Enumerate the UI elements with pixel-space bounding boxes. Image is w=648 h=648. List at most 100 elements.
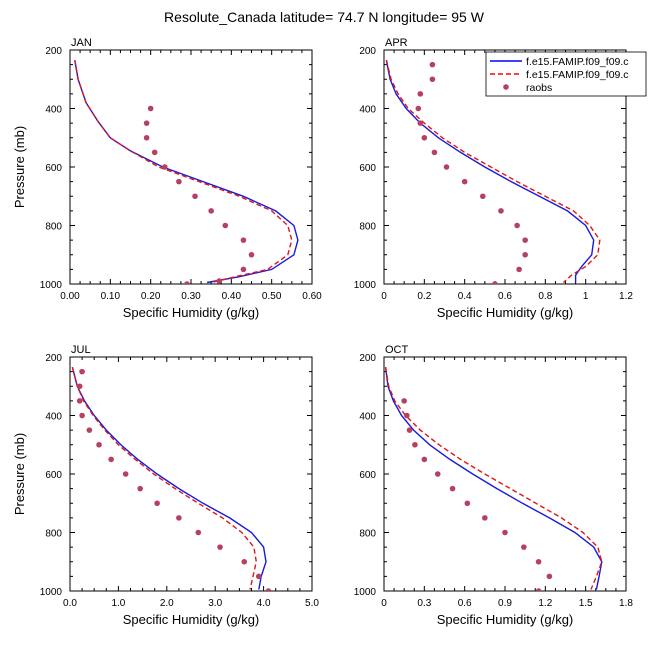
x-tick-label-jul: 5.0 xyxy=(305,598,319,609)
y-tick-label-jul: 400 xyxy=(45,412,62,423)
model-solid-line-apr xyxy=(385,60,595,283)
raobs-point-oct xyxy=(421,456,428,463)
y-axis-label-jan: Pressure (mb) xyxy=(12,126,27,208)
x-tick-label-apr: 0.8 xyxy=(538,291,552,302)
x-axis-label-apr: Specific Humidity (g/kg) xyxy=(437,305,574,320)
panel-title-jul: JUL xyxy=(71,344,91,356)
model-solid-line-oct xyxy=(384,367,603,590)
y-tick-label-jan: 1000 xyxy=(40,280,63,291)
raobs-point-oct xyxy=(434,471,441,477)
x-tick-label-oct: 1.5 xyxy=(579,598,593,609)
panel-jan: 0.00 0.10 0.20 0.30 0.40 0.50 0.60 200 400 600 800… xyxy=(12,37,322,320)
x-tick-label-jan: 0.20 xyxy=(141,291,161,302)
x-tick-label-jul: 1.0 xyxy=(111,598,125,609)
y-tick-label-oct: 1000 xyxy=(354,587,377,598)
x-tick-label-apr: 0.6 xyxy=(498,291,512,302)
x-tick-label-jul: 0.0 xyxy=(63,598,77,609)
y-tick-label-jul: 200 xyxy=(45,353,62,364)
raobs-point-jul xyxy=(79,412,85,419)
legend-label: f.e15.FAMIP.f09_f09.c xyxy=(526,56,629,68)
raobs-point-apr xyxy=(421,134,428,141)
raobs-point-apr xyxy=(417,91,424,97)
raobs-point-jul xyxy=(265,588,272,591)
raobs-point-jul xyxy=(217,544,223,550)
y-tick-label-apr: 400 xyxy=(359,105,376,116)
y-tick-label-jul: 800 xyxy=(45,529,62,540)
y-tick-label-oct: 600 xyxy=(359,470,376,481)
raobs-point-jul xyxy=(79,368,85,375)
panel-oct: 0 0.3 0.6 0.9 1.2 1.5 1.8 200 400 600 800 1000 OCT Sp… xyxy=(354,344,634,627)
raobs-point-jan xyxy=(143,120,150,126)
y-tick-label-apr: 600 xyxy=(359,163,376,174)
raobs-point-jul xyxy=(108,456,114,463)
y-tick-label-jan: 800 xyxy=(45,222,62,233)
legend-label: raobs xyxy=(526,82,552,94)
x-tick-label-jul: 2.0 xyxy=(160,598,174,609)
legend-entry: f.e15.FAMIP.f09_f09.c xyxy=(490,69,629,81)
raobs-point-jan xyxy=(147,105,154,112)
raobs-point-jul xyxy=(137,485,143,492)
raobs-point-oct xyxy=(406,427,413,433)
x-tick-label-apr: 1.2 xyxy=(619,291,633,302)
raobs-point-jan xyxy=(240,266,247,273)
y-tick-label-jan: 600 xyxy=(45,163,62,174)
raobs-point-jul xyxy=(76,383,83,390)
x-tick-label-oct: 0.3 xyxy=(417,598,431,609)
raobs-point-jul xyxy=(76,398,83,404)
x-tick-label-apr: 0.2 xyxy=(417,291,431,302)
series-group-apr xyxy=(385,60,601,284)
raobs-point-oct xyxy=(404,412,410,419)
model-solid-line-jul xyxy=(71,367,267,590)
y-tick-label-jul: 600 xyxy=(45,470,62,481)
plot-frame-oct xyxy=(383,356,627,592)
raobs-point-jan xyxy=(184,281,190,284)
raobs-point-apr xyxy=(522,237,528,243)
x-tick-label-jan: 0.30 xyxy=(181,291,201,302)
raobs-point-apr xyxy=(516,266,522,273)
panel-title-oct: OCT xyxy=(385,344,409,356)
raobs-point-apr xyxy=(498,208,504,214)
x-axis-label-jan: Specific Humidity (g/kg) xyxy=(123,305,260,320)
raobs-point-jan xyxy=(248,251,255,258)
y-tick-label-apr: 800 xyxy=(359,222,376,233)
raobs-point-jan xyxy=(161,164,168,170)
x-tick-label-jan: 0.40 xyxy=(222,291,242,302)
raobs-point-apr xyxy=(417,120,424,126)
raobs-point-jan xyxy=(192,193,198,200)
raobs-point-apr xyxy=(492,281,498,284)
x-tick-label-oct: 0.9 xyxy=(498,598,512,609)
raobs-point-oct xyxy=(412,441,418,448)
raobs-point-jan xyxy=(151,149,158,156)
x-axis-label-jul: Specific Humidity (g/kg) xyxy=(123,612,260,627)
raobs-point-oct xyxy=(482,515,488,521)
x-tick-label-oct: 0.6 xyxy=(458,598,472,609)
plot-frame-jul xyxy=(69,356,313,592)
raobs-point-jul xyxy=(154,500,160,507)
x-tick-label-jan: 0.10 xyxy=(101,291,121,302)
panel-apr: 0 0.2 0.4 0.6 0.8 1 1.2 200 400 600 800 1000 APR Spec… xyxy=(354,37,634,320)
x-tick-label-oct: 0 xyxy=(381,598,387,609)
figure-title: Resolute_Canada latitude= 74.7 N longitu… xyxy=(164,9,485,25)
y-tick-label-oct: 400 xyxy=(359,412,376,423)
legend-label: f.e15.FAMIP.f09_f09.c xyxy=(526,69,629,81)
raobs-point-apr xyxy=(461,178,468,185)
series-group-oct xyxy=(384,367,603,591)
x-tick-label-jul: 4.0 xyxy=(257,598,271,609)
raobs-point-jan xyxy=(176,178,182,185)
raobs-point-apr xyxy=(429,76,436,83)
raobs-point-jul xyxy=(86,427,93,433)
x-tick-label-oct: 1.2 xyxy=(538,598,552,609)
raobs-point-oct xyxy=(464,500,471,507)
y-tick-label-oct: 800 xyxy=(359,529,376,540)
y-tick-label-oct: 200 xyxy=(359,353,376,364)
y-tick-label-apr: 1000 xyxy=(354,280,377,291)
y-tick-label-apr: 200 xyxy=(359,46,376,57)
legend-entry: raobs xyxy=(503,82,552,94)
raobs-point-apr xyxy=(480,193,486,200)
model-dashed-line-jan xyxy=(74,60,293,284)
raobs-point-oct xyxy=(502,529,508,536)
raobs-point-jan xyxy=(143,134,150,141)
raobs-point-apr xyxy=(443,164,450,170)
x-tick-label-apr: 0.4 xyxy=(458,291,472,302)
